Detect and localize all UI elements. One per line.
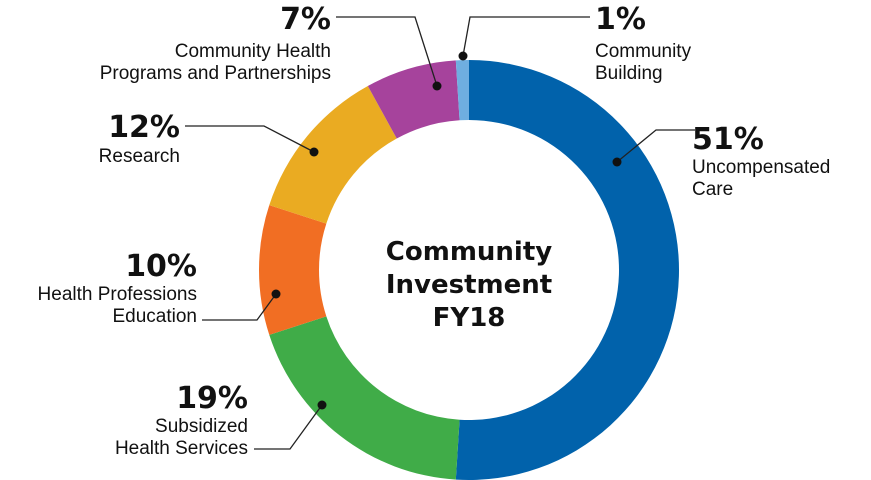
chart-title: Community Investment FY18	[386, 237, 552, 333]
chart-title-line-1: Community	[386, 237, 552, 267]
slice-label-uncompensated-care-2: Care	[692, 179, 733, 200]
donut-slice-community-health-programs-and-partnerships	[367, 60, 460, 139]
leader-line-community-health-programs	[336, 16, 438, 87]
data-label-research: 12%	[108, 110, 180, 145]
leader-line-research	[185, 125, 315, 153]
leader-dot-uncompensated-care	[612, 157, 622, 167]
data-label-uncompensated-care: 51%	[692, 122, 764, 157]
slice-callout-uncompensated-care: 51% Uncompensated Care	[612, 122, 830, 200]
data-label-health-professions-education: 10%	[125, 249, 197, 284]
slice-callout-research: 12% Research	[99, 110, 319, 167]
slice-label-community-building-1: Community	[595, 41, 692, 62]
chart-title-line-2: Investment	[386, 270, 552, 300]
leader-dot-health-professions-education	[271, 289, 281, 299]
slice-label-uncompensated-care-1: Uncompensated	[692, 157, 830, 178]
slice-label-health-professions-education-1: Health Professions	[38, 284, 197, 305]
leader-dot-community-building	[458, 51, 468, 61]
slice-label-community-health-programs-2: Programs and Partnerships	[100, 63, 331, 84]
slice-label-subsidized-health-services-2: Health Services	[115, 438, 248, 459]
slice-label-health-professions-education-2: Education	[112, 306, 197, 327]
leader-dot-research	[309, 147, 319, 157]
leader-dot-subsidized-health-services	[317, 400, 327, 410]
slice-callout-community-building: 1% Community Building	[458, 2, 692, 84]
leader-dot-community-health-programs	[432, 81, 442, 91]
data-label-community-health-programs: 7%	[280, 2, 331, 37]
slice-callout-community-health-programs: 7% Community Health Programs and Partner…	[100, 2, 442, 91]
data-label-subsidized-health-services: 19%	[176, 381, 248, 416]
donut-slice-community-building	[455, 60, 469, 121]
donut-slice-subsidized-health-services	[269, 316, 460, 480]
chart-title-line-3: FY18	[433, 303, 506, 333]
leader-line-health-professions-education	[202, 293, 277, 321]
donut-slices	[259, 60, 680, 480]
donut-slice-uncompensated-care	[455, 60, 680, 480]
slice-callout-health-professions-education: 10% Health Professions Education	[38, 249, 281, 327]
donut-slice-health-professions-education	[259, 205, 327, 335]
slice-label-community-building-2: Building	[595, 63, 663, 84]
donut-slice-research	[269, 85, 397, 224]
leader-line-subsidized-health-services	[254, 404, 323, 450]
slice-label-subsidized-health-services-1: Subsidized	[155, 416, 248, 437]
leader-line-community-building	[462, 16, 590, 57]
data-label-community-building: 1%	[595, 2, 646, 37]
leader-line-uncompensated-care	[616, 129, 695, 163]
slice-label-research-1: Research	[99, 146, 180, 167]
slice-callout-subsidized-health-services: 19% Subsidized Health Services	[115, 381, 327, 459]
slice-label-community-health-programs-1: Community Health	[175, 41, 331, 62]
